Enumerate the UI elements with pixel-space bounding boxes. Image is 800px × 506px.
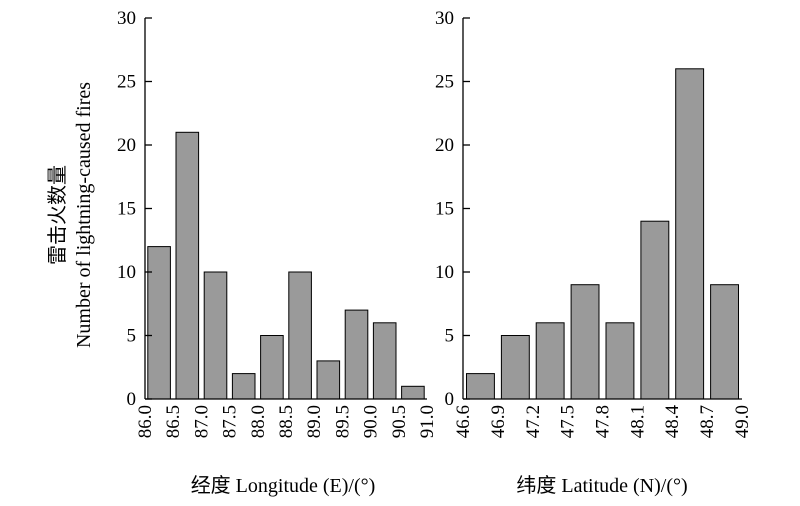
bar-0: [147, 246, 171, 400]
bar-3: [231, 373, 256, 400]
bar-7: [344, 309, 369, 400]
x-tick-label: 86.0: [135, 405, 156, 438]
y-tick-label: 15: [435, 199, 454, 220]
x-tick-label: 91.0: [417, 405, 438, 438]
x-tick-label: 89.0: [304, 405, 325, 438]
y-tick-label: 5: [445, 326, 455, 347]
y-tick-label: 10: [435, 262, 454, 283]
bar-4: [260, 335, 284, 400]
x-tick-label: 90.5: [389, 405, 410, 438]
x-tick-label: 46.6: [453, 405, 474, 438]
x-axis-title: 经度 Longitude (E)/(°): [191, 474, 376, 497]
x-tick-label: 48.7: [697, 405, 718, 438]
bar-3: [570, 284, 600, 400]
y-tick-label: 20: [117, 135, 136, 156]
y-tick-label: 0: [445, 389, 455, 410]
x-tick-label: 48.4: [662, 405, 683, 439]
y-tick-label: 30: [435, 8, 454, 29]
bar-0: [466, 373, 495, 400]
y-tick-label: 20: [435, 135, 454, 156]
bar-5: [640, 220, 670, 400]
bar-9: [401, 385, 425, 400]
y-axis-title-english: Number of lightning-caused fires: [73, 82, 95, 348]
x-axis-title: 纬度 Latitude (N)/(°): [516, 474, 687, 497]
bar-6: [316, 360, 341, 400]
bar-6: [675, 68, 705, 400]
x-tick-label: 88.0: [248, 405, 269, 438]
bar-1: [175, 131, 200, 400]
bar-7: [710, 284, 739, 400]
x-tick-label: 87.5: [220, 405, 241, 438]
y-tick-label: 25: [435, 72, 454, 93]
y-tick-label: 0: [127, 389, 137, 410]
bar-5: [288, 271, 312, 400]
bar-8: [372, 322, 397, 400]
x-tick-label: 46.9: [488, 405, 509, 438]
x-tick-label: 47.5: [558, 405, 579, 438]
longitude-histogram: 0 5 10 15 20 25 30 86.0 86.5 87.0 87.5 88.0 88.5 89.0…: [117, 8, 438, 497]
y-axis-title-chinese: 雷击火数量: [46, 165, 69, 265]
y-tick-label: 10: [117, 262, 136, 283]
x-tick-label: 89.5: [332, 405, 353, 438]
x-tick-label: 86.5: [163, 405, 184, 438]
bar-1: [500, 335, 530, 400]
y-tick-label: 30: [117, 8, 136, 29]
bar-2: [535, 322, 565, 400]
x-tick-label: 90.0: [361, 405, 382, 438]
x-tick-label: 48.1: [627, 405, 648, 438]
x-tick-label: 49.0: [732, 405, 753, 438]
latitude-histogram: 0 5 10 15 20 25 30 46.6 46.9 47.2 47.5 47.8 48.1 48.4…: [435, 8, 753, 497]
bar-4: [605, 322, 635, 400]
x-tick-label: 88.5: [276, 405, 297, 438]
x-tick-label: 87.0: [191, 405, 212, 438]
bar-2: [203, 271, 228, 400]
y-tick-label: 5: [127, 326, 137, 347]
x-tick-label: 47.8: [593, 405, 614, 438]
x-tick-label: 47.2: [523, 405, 544, 438]
y-tick-label: 25: [117, 72, 136, 93]
y-tick-label: 15: [117, 199, 136, 220]
